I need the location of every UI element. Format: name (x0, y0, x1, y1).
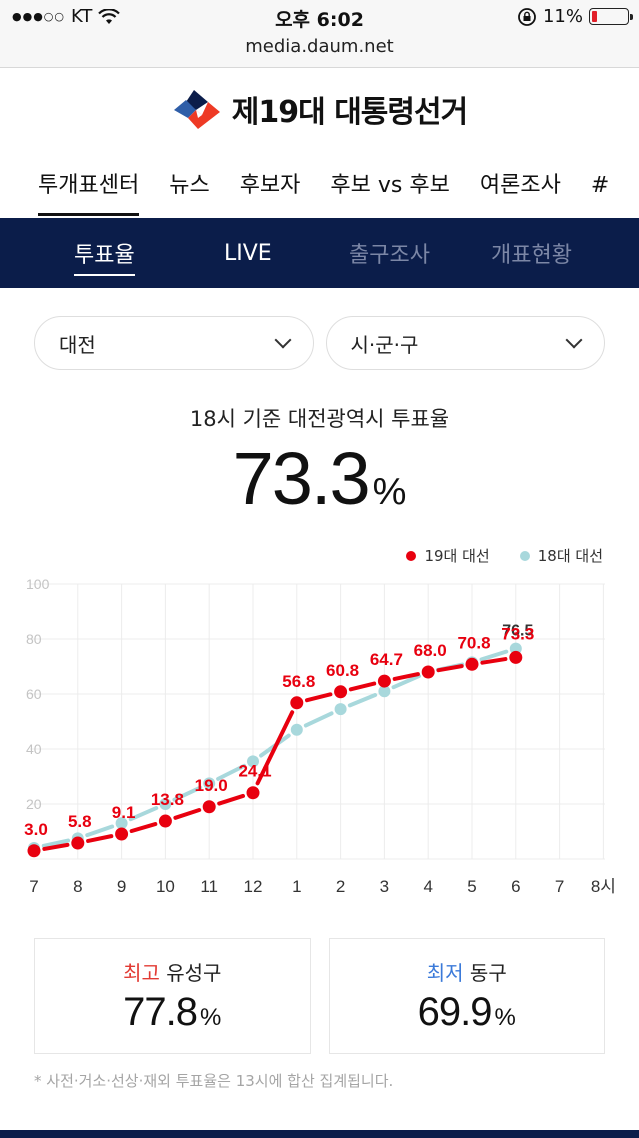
lowest-district-name: 동구 (469, 961, 507, 985)
svg-text:5.8: 5.8 (68, 812, 92, 831)
lowest-number: 69.9 (417, 990, 493, 1034)
chart-legend: 19대 대선 18대 대선 (406, 545, 603, 566)
highest-district-name: 유성구 (166, 961, 222, 985)
svg-text:40: 40 (26, 741, 42, 757)
subtab-counting[interactable]: 개표현황 (491, 243, 572, 268)
region-select-value: 대전 (59, 332, 96, 357)
turnout-number: 73.3 (232, 437, 371, 520)
svg-text:80: 80 (26, 631, 42, 647)
carrier-name: KT (71, 6, 93, 27)
turnout-unit: % (372, 471, 407, 513)
legend-dot-icon (519, 550, 530, 561)
svg-text:60.8: 60.8 (326, 661, 359, 680)
svg-text:3.0: 3.0 (24, 820, 48, 839)
svg-text:64.7: 64.7 (370, 650, 403, 669)
subtab-exit-poll[interactable]: 출구조사 (349, 243, 430, 268)
svg-text:70.8: 70.8 (457, 633, 490, 652)
svg-text:24.1: 24.1 (238, 762, 271, 781)
svg-text:73.3: 73.3 (501, 624, 534, 643)
carrier-info: ●●●○○ KT (12, 6, 121, 27)
election-logo-icon[interactable] (172, 88, 222, 130)
svg-text:12: 12 (244, 877, 263, 896)
svg-text:6: 6 (511, 877, 520, 896)
svg-text:4: 4 (423, 877, 432, 896)
lowest-label: 최저 동구 (330, 957, 605, 986)
svg-text:13.8: 13.8 (151, 790, 184, 809)
lowest-district-card: 최저 동구 69.9% (328, 938, 605, 1054)
battery-icon (589, 8, 633, 25)
region-select[interactable]: 대전 (34, 316, 314, 370)
svg-text:10: 10 (156, 877, 175, 896)
signal-icon: ●●●○○ (12, 10, 65, 23)
svg-text:2: 2 (336, 877, 345, 896)
svg-text:7: 7 (29, 877, 38, 896)
clock: 오후 6:02 (275, 9, 364, 31)
status-bar: ●●●○○ KT 오후 6:02 11% media.daum.net (0, 0, 639, 68)
svg-text:76.5: 76.5 (502, 623, 533, 640)
svg-text:5: 5 (467, 877, 476, 896)
site-header: 제19대 대통령선거 (0, 82, 639, 136)
legend-item-19: 19대 대선 (406, 545, 490, 566)
svg-text:7: 7 (555, 877, 564, 896)
district-select[interactable]: 시·군·구 (325, 316, 605, 370)
svg-text:11: 11 (200, 877, 218, 896)
svg-text:60: 60 (26, 686, 42, 702)
lowest-value: 69.9% (330, 990, 605, 1035)
subtab-turnout[interactable]: 투표율 (74, 237, 224, 276)
tab-hashtag[interactable]: # (590, 173, 610, 198)
bottom-bar (0, 1130, 639, 1138)
highest-tag: 최고 (123, 961, 160, 985)
battery-percent: 11% (542, 6, 583, 27)
turnout-caption: 18시 기준 대전광역시 투표율 (189, 407, 450, 431)
svg-text:20: 20 (26, 796, 42, 812)
rotation-lock-icon (518, 7, 536, 26)
region-filters: 대전 시·군·구 (34, 316, 605, 370)
system-status: 11% (517, 6, 633, 27)
svg-text:9.1: 9.1 (112, 803, 136, 822)
highest-district-card: 최고 유성구 77.8% (34, 938, 311, 1054)
svg-text:1: 1 (292, 877, 301, 896)
tab-vote-center[interactable]: 투개표센터 (38, 160, 140, 218)
lowest-unit: % (494, 1004, 516, 1031)
legend-label-18: 18대 대선 (537, 547, 603, 565)
tab-candidates[interactable]: 후보자 (239, 173, 301, 198)
svg-text:68.0: 68.0 (414, 641, 447, 660)
svg-text:9: 9 (117, 877, 126, 896)
turnout-value: 73.3% (0, 436, 639, 521)
svg-text:56.8: 56.8 (282, 672, 315, 691)
tab-candidate-compare[interactable]: 후보 vs 후보 (330, 173, 450, 198)
sub-nav: 투표율 LIVE 출구조사 개표현황 (0, 218, 639, 288)
url-bar[interactable]: media.daum.net (245, 36, 394, 57)
wifi-icon (98, 8, 121, 24)
lowest-tag: 최저 (426, 961, 464, 985)
svg-text:19.0: 19.0 (195, 776, 228, 795)
legend-dot-icon (406, 550, 417, 561)
chevron-down-icon (274, 331, 291, 349)
tab-news[interactable]: 뉴스 (169, 173, 210, 198)
page-title[interactable]: 제19대 대통령선거 (231, 95, 468, 130)
legend-label-19: 19대 대선 (424, 547, 490, 565)
district-select-value: 시·군·구 (350, 332, 419, 357)
chevron-down-icon (565, 331, 583, 349)
main-nav: 투개표센터 뉴스 후보자 후보 vs 후보 여론조사 # (0, 160, 639, 218)
svg-text:3: 3 (380, 877, 389, 896)
footnote: * 사전·거소·선상·재외 투표율은 13시에 합산 집계됩니다. (34, 1072, 394, 1090)
subtab-live[interactable]: LIVE (224, 240, 272, 266)
svg-text:8: 8 (73, 877, 82, 896)
subtab-turnout-label: 투표율 (74, 237, 135, 276)
highest-number: 77.8 (123, 990, 198, 1034)
svg-text:8시: 8시 (591, 877, 616, 896)
highest-label: 최고 유성구 (35, 957, 310, 986)
tab-polls[interactable]: 여론조사 (479, 173, 561, 198)
svg-text:100: 100 (26, 576, 50, 592)
highest-unit: % (200, 1004, 222, 1031)
legend-item-18: 18대 대선 (519, 545, 603, 566)
highest-value: 77.8% (35, 990, 310, 1035)
district-stats: 최고 유성구 77.8% 최저 동구 69.9% (34, 938, 605, 1054)
